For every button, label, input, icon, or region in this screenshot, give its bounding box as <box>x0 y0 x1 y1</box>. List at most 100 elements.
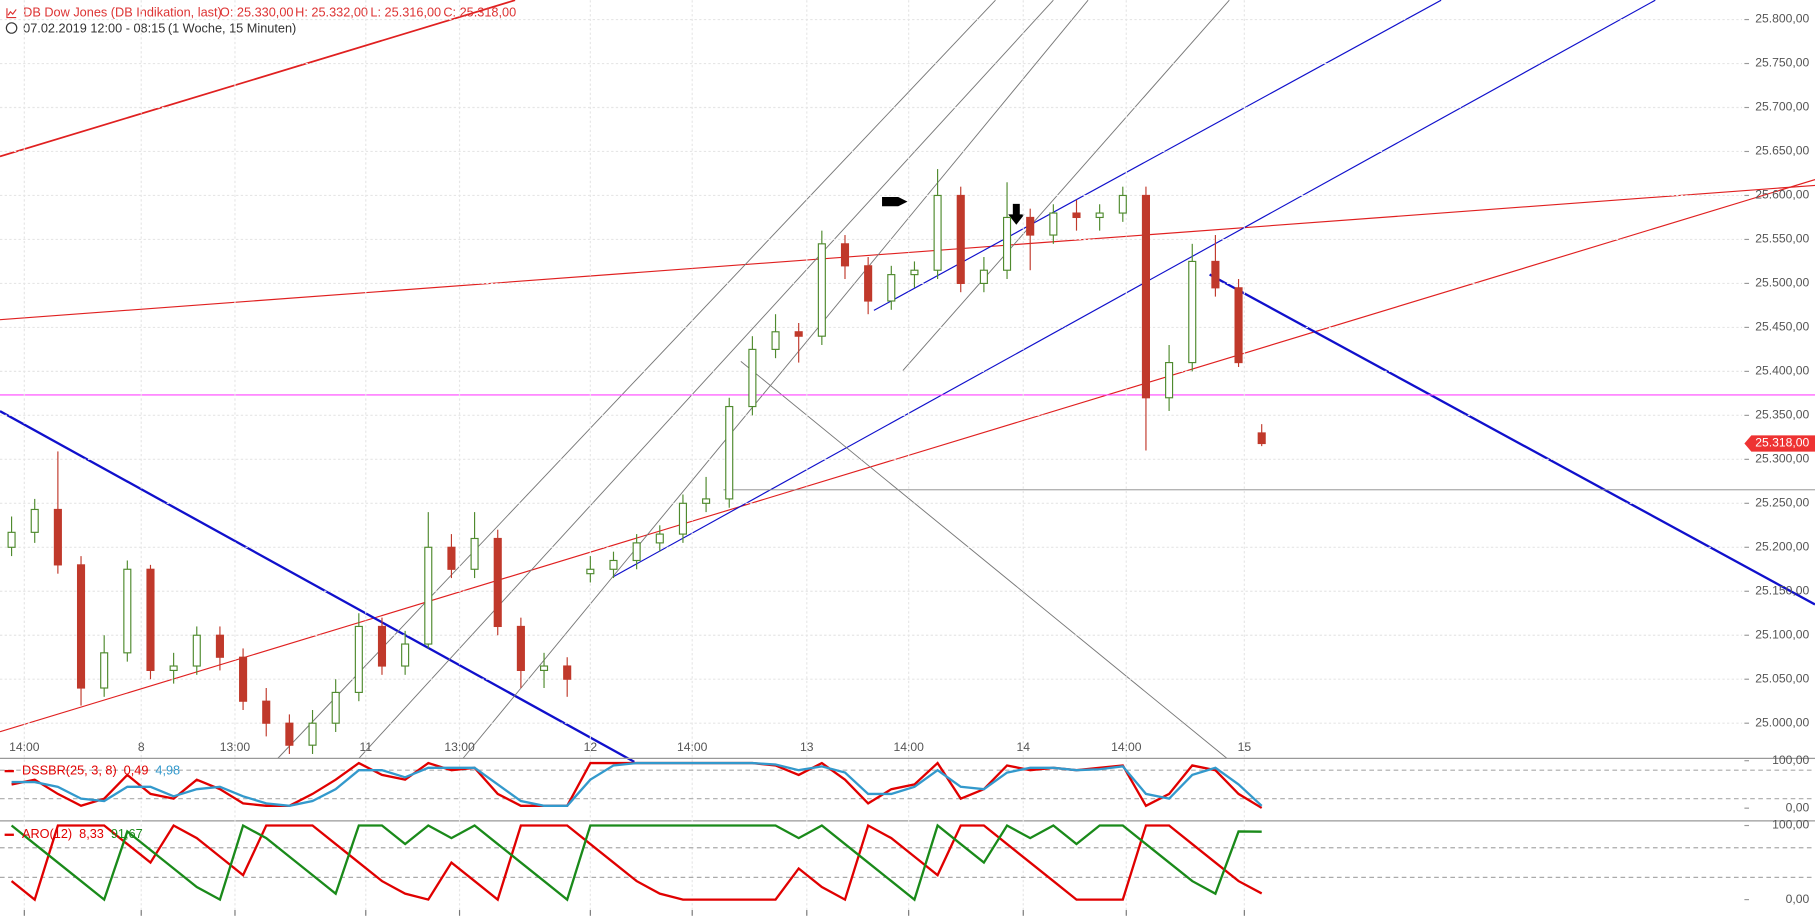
y-tick-label: 0,00 <box>1786 892 1810 906</box>
y-tick-label: 25.800,00 <box>1755 12 1809 26</box>
y-tick-label: 25.400,00 <box>1755 364 1809 378</box>
candle-body <box>771 331 780 350</box>
candle-body <box>169 665 178 672</box>
candle-body <box>1188 260 1197 364</box>
candle-body <box>632 542 641 562</box>
channel-line <box>902 0 1230 371</box>
indicator-line <box>10 823 1263 902</box>
channel-line <box>277 0 996 759</box>
candle-body <box>725 405 734 500</box>
indicator-title: DSSBR(25, 3, 8) <box>22 762 117 777</box>
candle-body <box>817 243 826 337</box>
y-tick-label: 25.700,00 <box>1755 100 1809 114</box>
x-tick-label: 15 <box>1238 740 1252 754</box>
x-tick-label: 14:00 <box>893 740 924 754</box>
x-tick-label: 14:00 <box>9 740 40 754</box>
y-tick-label: 25.600,00 <box>1755 188 1809 202</box>
candle-body <box>887 274 896 302</box>
candle-body <box>1026 216 1035 236</box>
candle-body <box>192 634 201 667</box>
candle-body <box>470 537 479 570</box>
candle-body <box>609 559 618 570</box>
channel-line <box>740 360 1228 759</box>
channel-line <box>358 0 1054 759</box>
arrow-marker <box>882 196 908 207</box>
candle-body <box>702 498 711 504</box>
candle-body <box>215 634 224 658</box>
period: 07.02.2019 12:00 - 08:15 <box>23 20 165 35</box>
candle-body <box>1002 216 1012 271</box>
candle-body <box>1072 212 1081 219</box>
clock-icon <box>5 22 18 34</box>
x-tick-label: 13:00 <box>444 740 475 754</box>
channel-line <box>462 0 1089 759</box>
indicator-value: 0,49 <box>124 762 149 777</box>
x-tick-label: 12 <box>584 740 598 754</box>
candle-body <box>956 194 965 284</box>
candle-body <box>748 348 757 408</box>
candle-body <box>308 722 317 746</box>
indicator-value: 8,33 <box>79 826 104 841</box>
x-tick-label: 14 <box>1016 740 1030 754</box>
chart-icon <box>6 8 17 19</box>
y-tick-label: 25.650,00 <box>1755 144 1809 158</box>
candle-body <box>864 265 873 302</box>
trend-line <box>613 0 1656 578</box>
y-tick-label: 25.300,00 <box>1755 452 1809 466</box>
trend-line <box>1209 273 1815 606</box>
x-tick-label: 13:00 <box>220 740 251 754</box>
y-tick-label: 25.450,00 <box>1755 320 1809 334</box>
candle-body <box>586 568 595 575</box>
candle-body <box>100 652 109 689</box>
arrow-marker <box>1008 203 1025 225</box>
candle-body <box>840 243 850 267</box>
candle-body <box>146 568 155 672</box>
y-tick-label: 100,00 <box>1772 818 1809 832</box>
candle-body <box>1257 432 1266 445</box>
candle-body <box>30 508 39 533</box>
candle-body <box>123 568 132 654</box>
drawings <box>0 0 1815 763</box>
trend-line <box>0 179 1815 733</box>
candle-body <box>1141 194 1151 399</box>
candle-body <box>678 502 687 535</box>
y-tick-label: 25.200,00 <box>1755 539 1809 553</box>
x-tick-label: 14:00 <box>1111 740 1142 754</box>
y-tick-label: 25.750,00 <box>1755 56 1809 70</box>
candle-body <box>7 531 16 548</box>
interval: (1 Woche, 15 Minuten) <box>168 20 296 35</box>
indicator-value: 91,67 <box>111 826 143 841</box>
y-tick-label: 25.550,00 <box>1755 232 1809 246</box>
candle-body <box>655 533 664 544</box>
candle-body <box>53 508 62 566</box>
ohlc-low: L: 25.316,00 <box>370 4 441 19</box>
y-tick-label: 25.250,00 <box>1755 496 1809 510</box>
candle-body <box>262 700 271 724</box>
trend-line <box>0 0 516 158</box>
candle-body <box>1234 287 1243 364</box>
candle-body <box>1095 212 1104 219</box>
x-tick-label: 11 <box>359 740 372 754</box>
candle-body <box>1165 361 1174 399</box>
candle-body <box>285 722 294 746</box>
candle-body <box>1049 212 1058 236</box>
last-price-box <box>1744 435 1815 452</box>
candle-body <box>1118 194 1127 214</box>
y-tick-label: 0,00 <box>1786 800 1810 814</box>
y-tick-label: 25.500,00 <box>1755 276 1809 290</box>
candle-body <box>933 194 942 271</box>
candle-body <box>401 643 410 667</box>
candle-body <box>354 625 363 693</box>
candle-body <box>979 269 988 284</box>
y-tick-label: 100,00 <box>1772 753 1809 767</box>
indicator-line <box>11 761 1263 807</box>
candle-body <box>516 625 525 672</box>
trend-line <box>0 184 1815 321</box>
y-tick-label: 25.100,00 <box>1755 627 1809 641</box>
trend-line <box>0 410 635 763</box>
candle-body <box>447 546 456 570</box>
candle-body <box>377 625 387 667</box>
ohlc-open: O: 25.330,00 <box>220 4 294 19</box>
ohlc-high: H: 25.332,00 <box>295 4 368 19</box>
